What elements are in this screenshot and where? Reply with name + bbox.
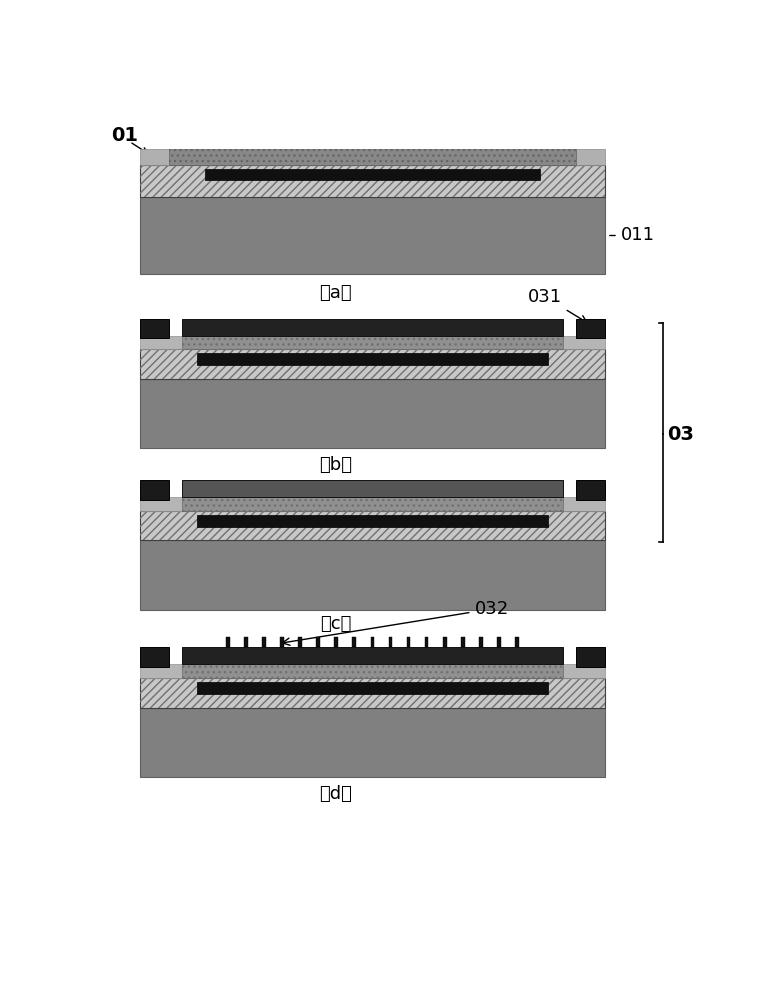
Bar xyxy=(443,637,447,647)
Bar xyxy=(182,319,563,336)
Bar xyxy=(563,336,605,349)
Bar xyxy=(576,149,605,165)
Bar xyxy=(139,349,605,379)
Bar xyxy=(182,497,563,511)
Bar xyxy=(226,637,230,647)
Bar xyxy=(389,637,392,647)
Bar xyxy=(182,480,563,497)
Bar xyxy=(424,637,428,647)
Bar xyxy=(298,637,303,647)
Bar xyxy=(139,165,605,197)
Bar xyxy=(139,379,605,448)
Bar xyxy=(139,319,168,338)
Bar xyxy=(205,169,540,180)
Bar xyxy=(197,353,548,365)
Bar xyxy=(497,637,501,647)
Bar xyxy=(182,336,563,349)
Bar xyxy=(335,637,338,647)
Bar xyxy=(168,149,576,165)
Bar xyxy=(197,515,548,527)
Bar xyxy=(262,637,266,647)
Bar xyxy=(182,497,563,511)
Bar xyxy=(563,497,605,511)
Bar xyxy=(370,637,374,647)
Bar xyxy=(139,540,605,610)
Bar xyxy=(407,637,411,647)
Bar xyxy=(316,637,320,647)
Bar xyxy=(139,678,605,708)
Text: 031: 031 xyxy=(528,288,587,323)
Bar xyxy=(182,336,563,349)
Bar xyxy=(197,682,548,694)
Bar xyxy=(576,480,605,500)
Bar xyxy=(576,647,605,667)
Text: （a）: （a） xyxy=(319,284,352,302)
Bar xyxy=(182,664,563,678)
Bar xyxy=(576,319,605,338)
Bar xyxy=(139,165,605,197)
Bar xyxy=(182,647,563,664)
Bar xyxy=(139,647,168,667)
Bar xyxy=(515,637,519,647)
Bar xyxy=(139,349,605,379)
Bar xyxy=(461,637,465,647)
Text: 011: 011 xyxy=(610,227,655,244)
Bar xyxy=(139,149,168,165)
Bar xyxy=(139,678,605,708)
Text: 032: 032 xyxy=(283,600,509,645)
Bar xyxy=(182,664,563,678)
Bar xyxy=(353,637,357,647)
Bar xyxy=(139,336,182,349)
Bar xyxy=(139,664,182,678)
Bar xyxy=(139,708,605,777)
Bar xyxy=(479,637,482,647)
Text: （d）: （d） xyxy=(319,785,352,803)
Bar xyxy=(139,511,605,540)
Text: 01: 01 xyxy=(111,126,138,145)
Text: （b）: （b） xyxy=(319,456,352,474)
Bar xyxy=(280,637,284,647)
Bar xyxy=(563,664,605,678)
Bar xyxy=(139,497,182,511)
Text: （c）: （c） xyxy=(320,615,351,633)
Bar xyxy=(168,149,576,165)
Bar xyxy=(244,637,248,647)
Bar xyxy=(139,511,605,540)
Text: 03: 03 xyxy=(667,425,694,444)
Bar xyxy=(139,480,168,500)
Bar xyxy=(139,197,605,274)
